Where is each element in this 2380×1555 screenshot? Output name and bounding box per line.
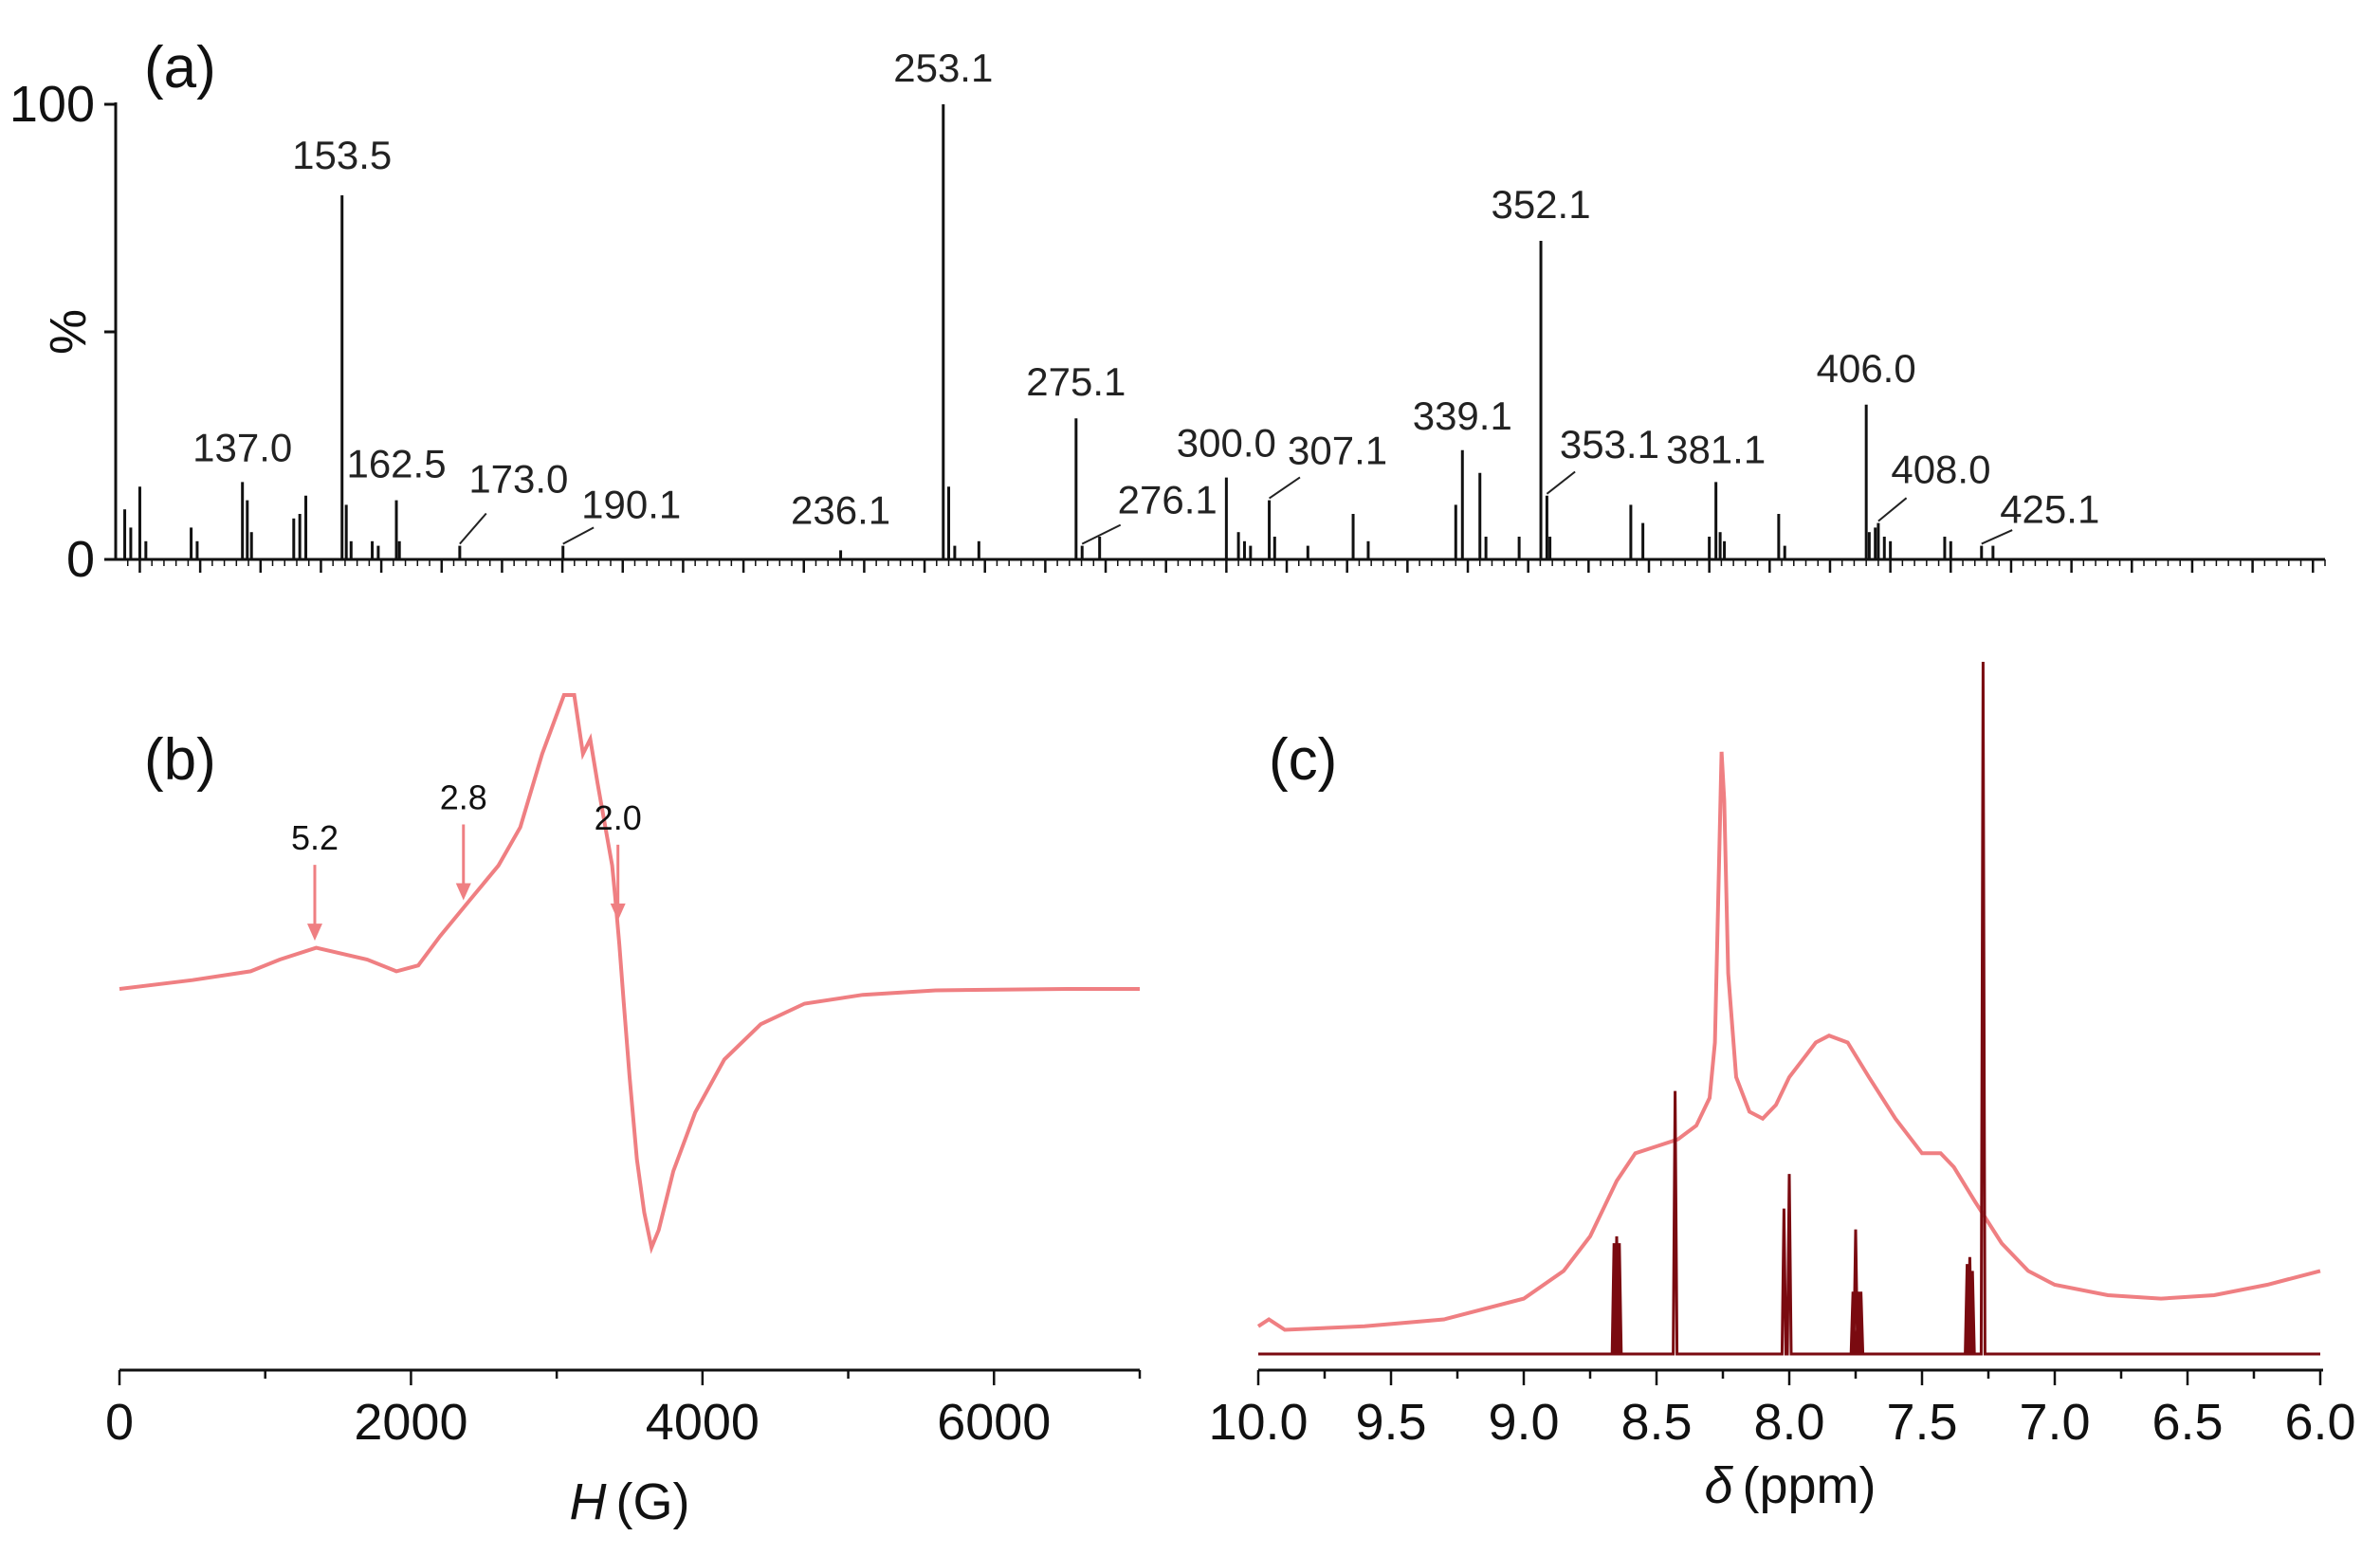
panel-c-sharp-spectrum bbox=[1258, 661, 2320, 1356]
peak-label: 190.1 bbox=[581, 483, 681, 527]
panel-c-xtick-label: 7.0 bbox=[2019, 1394, 2090, 1451]
peak-label: 173.0 bbox=[468, 457, 568, 502]
peak-label: 153.5 bbox=[292, 133, 392, 177]
g-value-label: 2.8 bbox=[440, 778, 487, 816]
panel-a-letter: (a) bbox=[144, 35, 216, 101]
panel-b-xticks: 0 2000 4000 6000 bbox=[105, 1370, 1142, 1451]
panel-c-xticks: 10.0 9.5 9.0 8.5 8.0 7.5 7.0 6.5 6.0 bbox=[1208, 1370, 2356, 1451]
peak-label: 253.1 bbox=[893, 46, 993, 90]
peak-label: 353.1 bbox=[1560, 422, 1659, 466]
panel-b-xlabel-unit: (G) bbox=[616, 1473, 690, 1530]
peak-leader-line bbox=[562, 526, 595, 545]
panel-c-xtick-label: 6.0 bbox=[2284, 1394, 2355, 1451]
panel-b-epr-spectrum: (b) 0 2000 4000 6000 5.2 2.8 2.0 H (G) bbox=[105, 693, 1142, 1530]
peak-label: 137.0 bbox=[192, 425, 292, 469]
g-value-arrowhead bbox=[455, 883, 471, 901]
peak-label: 307.1 bbox=[1288, 429, 1387, 473]
peak-label: 300.0 bbox=[1177, 421, 1276, 466]
panel-c-xtick-label: 9.5 bbox=[1355, 1394, 1426, 1451]
panel-c-xtick-label: 9.0 bbox=[1488, 1394, 1559, 1451]
panel-b-xtick-label: 2000 bbox=[354, 1394, 467, 1451]
peak-leader-line bbox=[459, 512, 487, 545]
peak-label: 381.1 bbox=[1666, 427, 1766, 471]
panel-a-mass-spectrum: (a) 100 0 % 137.0 153.5 162.5 173.0 190.1 236… bbox=[9, 35, 2326, 588]
panel-c-xlabel-symbol: δ bbox=[1704, 1457, 1733, 1514]
panel-c-letter: (c) bbox=[1269, 727, 1337, 793]
panel-b-xtick-label: 0 bbox=[105, 1394, 134, 1451]
panel-a-xticks bbox=[126, 559, 2326, 573]
panel-c-xtick-label: 8.5 bbox=[1620, 1394, 1692, 1451]
panel-c-xtick-label: 7.5 bbox=[1886, 1394, 1957, 1451]
panel-b-xlabel: H (G) bbox=[570, 1473, 690, 1530]
g-value-arrowhead bbox=[306, 924, 322, 942]
peak-leader-line bbox=[1546, 470, 1576, 495]
g-value-arrowhead bbox=[610, 903, 626, 921]
peak-label: 275.1 bbox=[1026, 359, 1126, 404]
peak-leader-line bbox=[1269, 476, 1301, 500]
panel-b-letter: (b) bbox=[144, 727, 216, 793]
panel-b-xlabel-symbol: H bbox=[570, 1473, 608, 1530]
panel-c-xlabel: δ (ppm) bbox=[1704, 1457, 1876, 1514]
peak-label: 406.0 bbox=[1817, 346, 1916, 391]
panel-b-g-value-arrows: 5.2 2.8 2.0 bbox=[291, 778, 642, 942]
panel-a-ytick-label-100: 100 bbox=[9, 76, 95, 133]
panel-c-nmr-spectrum: (c) 10.0 9.5 9.0 8.5 8.0 7.5 7.0 6.5 6.0 δ (ppm) bbox=[1208, 661, 2356, 1514]
peak-label: 236.1 bbox=[791, 487, 890, 532]
g-value-label: 5.2 bbox=[291, 818, 339, 857]
peak-label: 425.1 bbox=[2000, 487, 2099, 532]
panel-b-xtick-label: 6000 bbox=[937, 1394, 1051, 1451]
panel-a-ylabel: % bbox=[40, 309, 97, 355]
panel-a-ytick-label-0: 0 bbox=[66, 531, 95, 588]
panel-c-xlabel-unit: (ppm) bbox=[1743, 1457, 1877, 1514]
peak-label: 408.0 bbox=[1891, 448, 1990, 492]
peak-leader-line bbox=[1081, 523, 1122, 545]
g-value-label: 2.0 bbox=[595, 798, 642, 837]
peak-label: 339.1 bbox=[1413, 393, 1512, 438]
panel-c-xtick-label: 8.0 bbox=[1753, 1394, 1824, 1451]
peak-label: 162.5 bbox=[346, 442, 446, 486]
panel-c-broad-spectrum bbox=[1256, 751, 2321, 1332]
peak-leader-line bbox=[1877, 497, 1908, 522]
peak-label: 352.1 bbox=[1491, 182, 1590, 227]
peak-label: 276.1 bbox=[1118, 478, 1217, 522]
panel-c-xtick-label: 10.0 bbox=[1208, 1394, 1308, 1451]
panel-c-xtick-label: 6.5 bbox=[2151, 1394, 2223, 1451]
panel-b-xtick-label: 4000 bbox=[646, 1394, 760, 1451]
panel-b-epr-curve bbox=[119, 693, 1140, 1254]
panel-a-peaks bbox=[123, 104, 1995, 559]
peak-leader-line bbox=[1981, 529, 2013, 545]
panel-a-peak-labels: 137.0 153.5 162.5 173.0 190.1 236.1 253.1 275.1… bbox=[192, 46, 2099, 545]
